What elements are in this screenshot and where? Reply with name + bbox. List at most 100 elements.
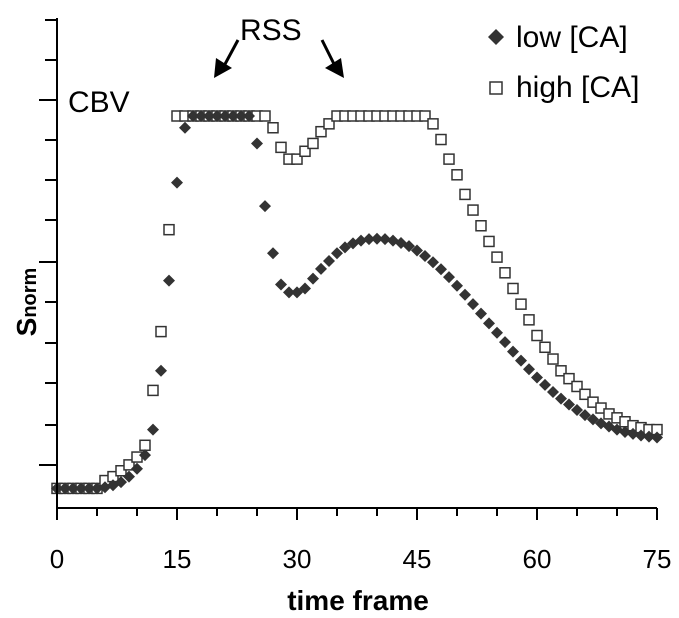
point-high-ca: [515, 298, 527, 310]
legend-label-high-ca: high [CA]: [516, 71, 639, 104]
point-low-ca: [131, 462, 143, 475]
point-low-ca: [267, 247, 279, 260]
point-low-ca: [459, 288, 471, 301]
point-high-ca: [115, 465, 127, 477]
point-high-ca: [419, 110, 431, 122]
point-low-ca: [227, 110, 239, 122]
point-low-ca: [531, 371, 543, 384]
point-low-ca: [179, 121, 191, 134]
point-high-ca: [587, 396, 599, 408]
x-tick-label: 45: [403, 544, 432, 574]
point-high-ca: [307, 137, 319, 150]
point-low-ca: [651, 431, 663, 444]
point-low-ca: [379, 233, 391, 246]
point-low-ca: [555, 392, 567, 405]
point-low-ca: [643, 430, 655, 443]
point-high-ca: [491, 251, 503, 263]
point-low-ca: [467, 298, 479, 311]
point-high-ca: [563, 372, 575, 385]
point-low-ca: [627, 427, 639, 440]
point-high-ca: [443, 153, 455, 165]
point-high-ca: [499, 267, 511, 279]
point-low-ca: [243, 110, 255, 122]
point-high-ca: [275, 141, 287, 154]
point-high-ca: [459, 188, 471, 201]
rss-arrow-left-head: [214, 58, 232, 78]
point-low-ca: [59, 482, 71, 495]
point-low-ca: [211, 110, 223, 122]
point-high-ca: [467, 204, 479, 216]
point-low-ca: [435, 263, 447, 276]
data-layer: [51, 110, 663, 495]
point-low-ca: [283, 286, 295, 299]
point-low-ca: [275, 278, 287, 291]
rss-arrow-left-shaft: [222, 39, 240, 67]
point-low-ca: [579, 409, 591, 422]
x-tick-label: 0: [50, 544, 64, 574]
point-high-ca: [523, 314, 535, 326]
point-low-ca: [99, 481, 111, 494]
point-low-ca: [187, 110, 199, 122]
x-tick-label: 15: [163, 544, 192, 574]
point-low-ca: [75, 482, 87, 495]
point-low-ca: [371, 232, 383, 245]
point-low-ca: [411, 244, 423, 257]
point-low-ca: [203, 110, 215, 122]
y-ticks: [39, 19, 57, 466]
y-axis-title-sub: norm: [19, 268, 41, 318]
point-high-ca: [555, 365, 567, 377]
point-high-ca: [547, 353, 559, 365]
x-tick-label: 30: [283, 544, 312, 574]
legend-marker-high-ca: [489, 81, 503, 95]
legend-label-low-ca: low [CA]: [516, 21, 628, 54]
point-low-ca: [451, 279, 463, 292]
point-low-ca: [403, 240, 415, 253]
point-low-ca: [499, 336, 511, 349]
point-low-ca: [515, 354, 527, 367]
point-high-ca: [299, 145, 311, 158]
point-high-ca: [267, 122, 279, 134]
point-low-ca: [91, 482, 103, 495]
point-low-ca: [491, 326, 503, 339]
point-high-ca: [475, 220, 487, 232]
point-low-ca: [635, 429, 647, 442]
point-low-ca: [251, 137, 263, 150]
point-low-ca: [619, 425, 631, 438]
x-tick-label: 60: [523, 544, 552, 574]
point-low-ca: [83, 482, 95, 495]
point-low-ca: [323, 255, 335, 268]
point-high-ca: [507, 282, 519, 295]
point-low-ca: [139, 449, 151, 462]
point-low-ca: [155, 364, 167, 377]
point-low-ca: [163, 274, 175, 287]
point-low-ca: [235, 110, 247, 122]
point-high-ca: [259, 110, 271, 122]
point-high-ca: [291, 153, 303, 165]
point-low-ca: [315, 262, 327, 275]
point-high-ca: [539, 341, 551, 354]
point-low-ca: [331, 247, 343, 260]
point-high-ca: [451, 169, 463, 181]
point-low-ca: [355, 234, 367, 247]
point-low-ca: [475, 307, 487, 320]
legend-marker-low-ca: [488, 29, 504, 45]
rss-arrow-right-head: [325, 58, 344, 78]
point-low-ca: [363, 233, 375, 246]
point-high-ca: [579, 388, 591, 401]
annotation-rss: RSS: [240, 14, 302, 47]
point-low-ca: [483, 317, 495, 330]
point-high-ca: [131, 451, 143, 463]
point-high-ca: [571, 380, 583, 393]
point-low-ca: [547, 385, 559, 398]
point-high-ca: [323, 118, 335, 130]
point-low-ca: [195, 110, 207, 122]
x-ticks: 0 15 30 45 60 75: [50, 508, 672, 574]
x-tick-label: 75: [643, 544, 672, 574]
point-low-ca: [427, 256, 439, 269]
point-low-ca: [563, 398, 575, 411]
point-low-ca: [171, 176, 183, 189]
rss-arrows: [214, 39, 344, 78]
point-low-ca: [259, 200, 271, 213]
